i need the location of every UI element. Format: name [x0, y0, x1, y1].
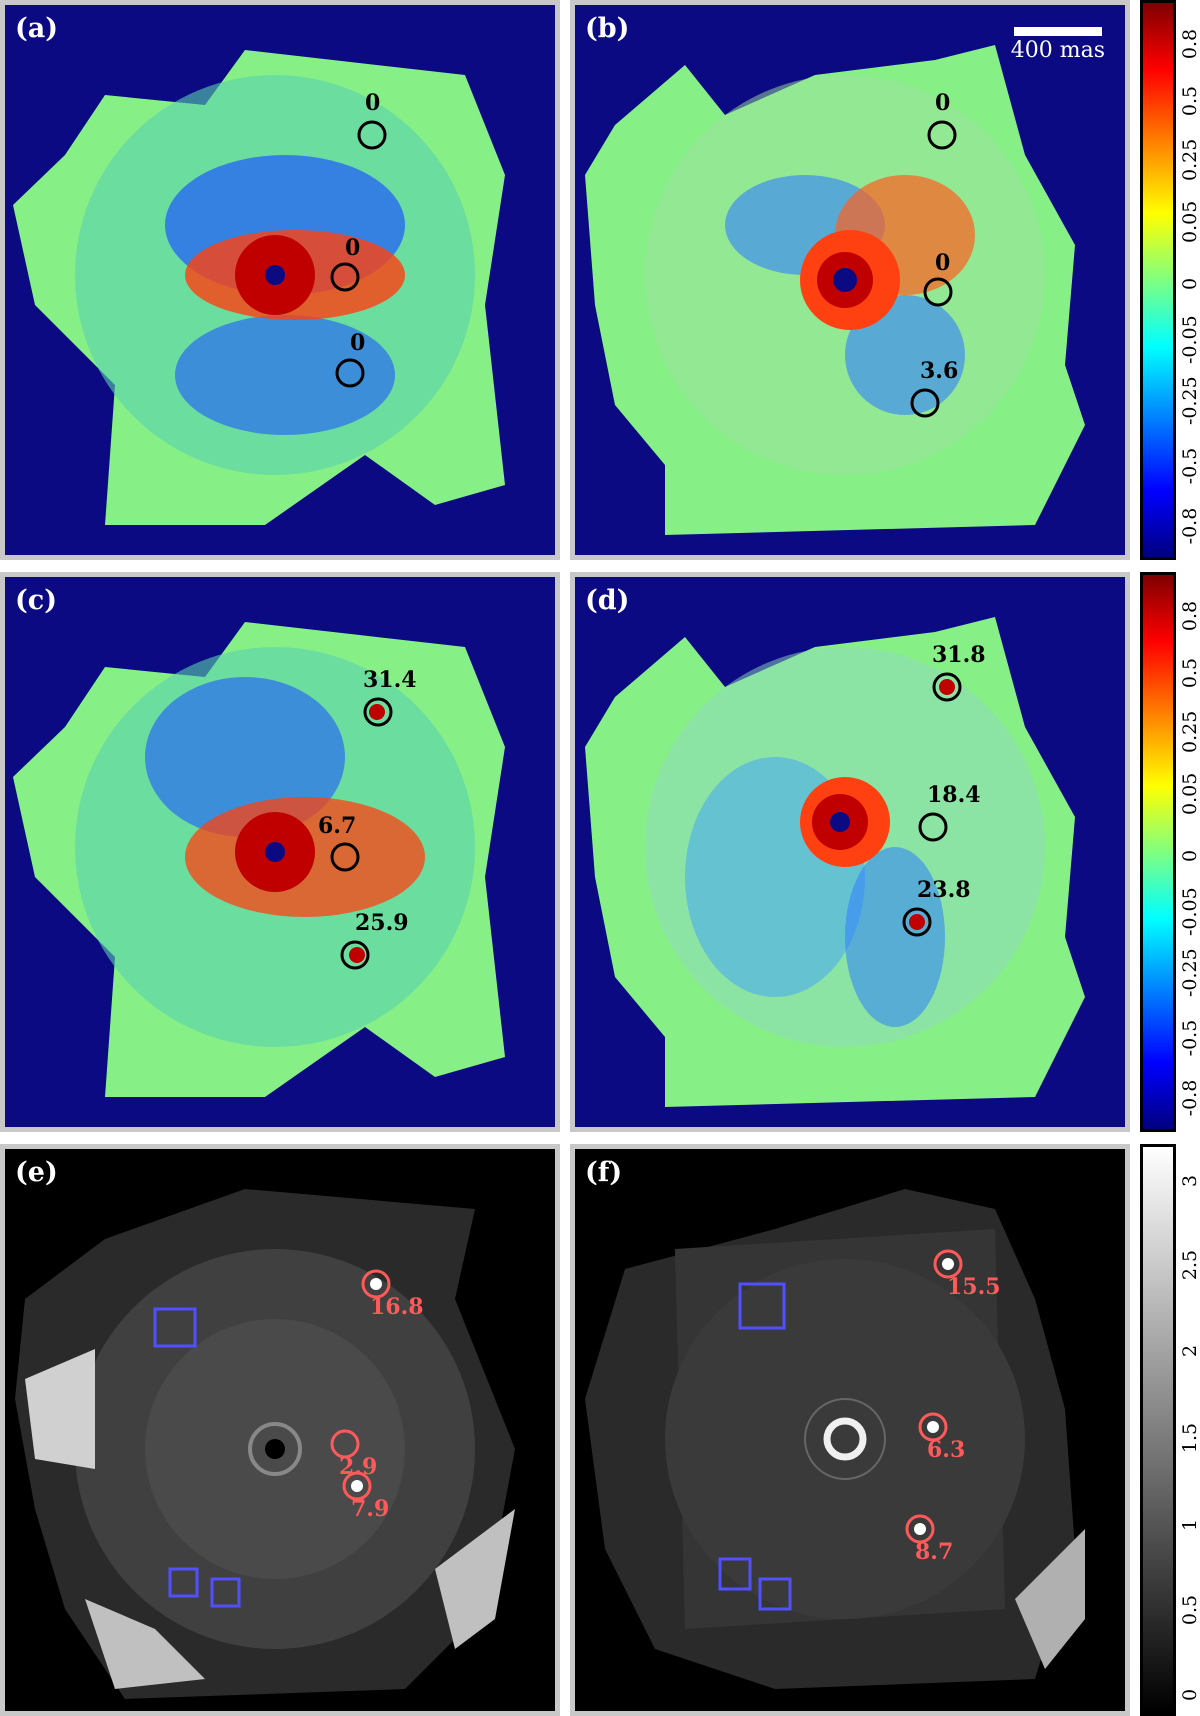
marker-a-2 [330, 262, 360, 292]
panel-a: 0 0 0 (a) [0, 0, 560, 560]
panel-a-label: (a) [15, 13, 59, 44]
scale-bar-line [1013, 27, 1102, 36]
marker-d-1 [932, 672, 962, 702]
colorbar-top-tick: 0.5 [1179, 85, 1200, 117]
marker-e-2 [330, 1429, 360, 1459]
colorbar-bottom-tick: 0.5 [1179, 1594, 1200, 1626]
colorbar-top-tick: 0 [1179, 277, 1200, 291]
panel-b-image: 0 0 3.6 [585, 45, 1085, 535]
marker-b-3-label: 3.6 [920, 358, 958, 384]
marker-a-3 [335, 358, 365, 388]
marker-a-2-label: 0 [345, 235, 360, 261]
colorbar-top-tick: 0.8 [1179, 28, 1200, 60]
panel-b: 0 0 3.6 (b) 400 mas [570, 0, 1130, 560]
marker-a-3-label: 0 [350, 330, 365, 356]
colorbar-top-ticks: 0.8 0.5 0.25 0.05 0 -0.05 -0.25 -0.5 -0.… [1170, 0, 1200, 560]
marker-c-2 [330, 842, 360, 872]
marker-c-1 [363, 697, 393, 727]
marker-d-2-label: 18.4 [927, 782, 981, 808]
colorbar-bottom-tick: 3 [1179, 1174, 1200, 1188]
marker-b-2-label: 0 [935, 250, 950, 276]
colorbar-bottom-tick: 1 [1179, 1518, 1200, 1532]
panel-d-label: (d) [585, 585, 630, 616]
reference-box-e-3 [210, 1577, 241, 1608]
colorbar-mid-tick: -0.05 [1179, 887, 1200, 936]
marker-b-1 [927, 120, 957, 150]
reference-box-f-1 [738, 1282, 786, 1330]
colorbar-mid-tick: -0.25 [1179, 948, 1200, 997]
panel-d-image: 31.8 18.4 23.8 [585, 617, 1085, 1107]
panel-f-label: (f) [585, 1157, 623, 1188]
marker-f-2-label: 6.3 [927, 1437, 965, 1463]
panel-c: 31.4 6.7 25.9 (c) [0, 572, 560, 1132]
colorbar-bottom [1140, 1144, 1176, 1716]
colorbar-top-tick: 0.05 [1179, 200, 1200, 243]
reference-box-f-3 [758, 1577, 792, 1611]
colorbar-mid-tick: 0.05 [1179, 772, 1200, 815]
colorbar-mid-ticks: 0.8 0.5 0.25 0.05 0 -0.05 -0.25 -0.5 -0.… [1170, 572, 1200, 1132]
colorbar-mid-tick: 0.8 [1179, 600, 1200, 632]
colorbar-top-tick: 0.25 [1179, 138, 1200, 181]
colorbar-mid [1140, 572, 1176, 1132]
marker-e-2-label: 2.9 [339, 1454, 377, 1480]
marker-a-1 [357, 120, 387, 150]
colorbar-mid-tick: -0.8 [1179, 1079, 1200, 1117]
colorbar-bottom-tick: 2.5 [1179, 1249, 1200, 1281]
marker-b-1-label: 0 [935, 90, 950, 116]
colorbar-mid-tick: 0.25 [1179, 710, 1200, 753]
colorbar-mid-tick: -0.5 [1179, 1019, 1200, 1057]
marker-e-3-label: 7.9 [351, 1496, 389, 1522]
marker-f-1 [933, 1249, 963, 1279]
colorbar-mid-tick: 0.5 [1179, 657, 1200, 689]
marker-b-3 [910, 388, 940, 418]
marker-e-1 [361, 1269, 391, 1299]
marker-f-1-label: 15.5 [947, 1274, 1001, 1300]
marker-d-2 [918, 812, 948, 842]
colorbar-bottom-tick: 2 [1179, 1344, 1200, 1358]
colorbar-bottom-ticks: 3 2.5 2 1.5 1 0.5 0 [1170, 1144, 1200, 1716]
marker-f-3 [905, 1514, 935, 1544]
marker-e-3 [342, 1471, 372, 1501]
panel-f: 15.5 6.3 8.7 (f) [570, 1144, 1130, 1716]
colorbar-top-tick: -0.05 [1179, 315, 1200, 364]
panel-e-image: 16.8 2.9 7.9 [15, 1189, 515, 1699]
marker-c-2-label: 6.7 [318, 813, 356, 839]
colorbar-bottom-tick: 0 [1179, 1688, 1200, 1702]
marker-c-1-label: 31.4 [363, 667, 417, 693]
marker-a-1-label: 0 [365, 90, 380, 116]
reference-box-e-2 [168, 1567, 199, 1598]
panel-a-image: 0 0 0 [13, 50, 505, 525]
panel-c-image: 31.4 6.7 25.9 [13, 622, 505, 1097]
panel-c-label: (c) [15, 585, 57, 616]
colorbar-mid-tick: 0 [1179, 849, 1200, 863]
marker-e-1-label: 16.8 [370, 1294, 424, 1320]
reference-box-e-1 [153, 1307, 197, 1348]
panel-f-image: 15.5 6.3 8.7 [585, 1189, 1085, 1689]
marker-c-3-label: 25.9 [355, 910, 409, 936]
colorbar-top-tick: -0.5 [1179, 447, 1200, 485]
panel-d: 31.8 18.4 23.8 (d) [570, 572, 1130, 1132]
marker-f-2 [918, 1412, 948, 1442]
panel-b-label: (b) [585, 13, 630, 44]
marker-d-3 [902, 907, 932, 937]
marker-b-2 [923, 277, 953, 307]
colorbar-top-tick: -0.25 [1179, 376, 1200, 425]
scale-bar-label: 400 mas [1010, 38, 1105, 63]
colorbar-top [1140, 0, 1176, 560]
panel-e: 16.8 2.9 7.9 (e) [0, 1144, 560, 1716]
marker-d-1-label: 31.8 [932, 642, 986, 668]
marker-c-3 [340, 940, 370, 970]
scale-bar: 400 mas [1011, 27, 1105, 63]
marker-d-3-label: 23.8 [917, 877, 971, 903]
reference-box-f-2 [718, 1557, 752, 1591]
colorbar-bottom-tick: 1.5 [1179, 1422, 1200, 1454]
marker-f-3-label: 8.7 [915, 1539, 953, 1565]
panel-e-label: (e) [15, 1157, 58, 1188]
colorbar-top-tick: -0.8 [1179, 507, 1200, 545]
